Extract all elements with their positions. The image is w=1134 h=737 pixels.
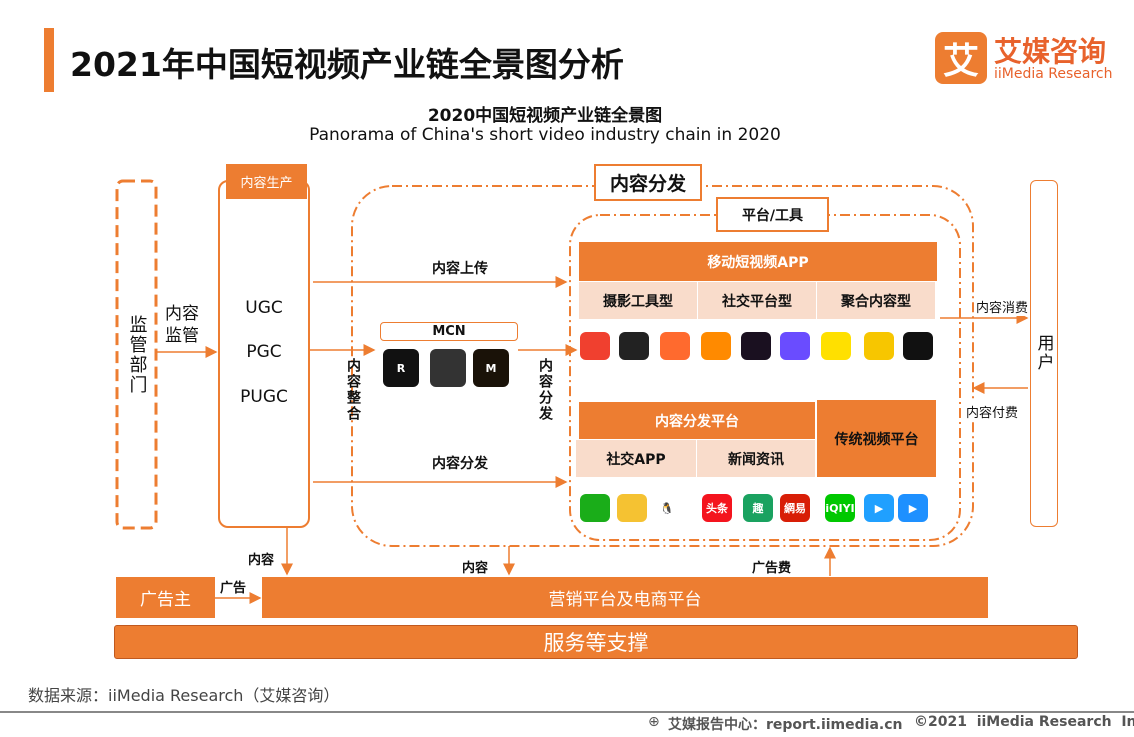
title-accent-bar (44, 28, 54, 92)
production-label: 内容生产 (226, 164, 307, 199)
mcn-label: MCN (380, 322, 518, 341)
logo-cn: 艾媒咨询 (994, 35, 1107, 68)
traditional-video-platform: 传统视频平台 (817, 400, 936, 477)
logo-en: iiMedia Research (994, 66, 1113, 82)
video-camera-app-icon (660, 332, 690, 360)
production-pgc: PGC (246, 342, 282, 362)
marketing-platform-box: 营销平台及电商平台 (262, 577, 988, 618)
watermelon-video-icon (903, 332, 933, 360)
logo-mark: 艾 (935, 32, 987, 84)
content-label-2: 内容 (462, 561, 489, 576)
mcn-r-logo-icon: R (383, 349, 419, 387)
consume-label: 内容消费 (976, 297, 1029, 316)
kuaishou-icon (701, 332, 731, 360)
footer-copyright: ©2021 iiMedia Research Inc (914, 714, 1134, 730)
page-title: 2021年中国短视频产业链全景图分析 (70, 45, 624, 84)
iqiyi-icon: iQIYI (825, 494, 855, 522)
globe-icon: ⊕ (648, 714, 660, 730)
ad-label: 广告 (220, 581, 247, 596)
pay-label: 内容付费 (966, 402, 1019, 421)
netease-news-icon: 網易 (780, 494, 810, 522)
regulate-label: 内容监管 (165, 304, 199, 346)
qutoutiao-icon: 趣 (743, 494, 773, 522)
pear-video-icon (821, 332, 851, 360)
wechat-icon (580, 494, 610, 522)
advertiser-box: 广告主 (116, 577, 215, 618)
mcn-distribute-label: 内容分发 (537, 358, 553, 422)
toutiao-icon: 头条 (702, 494, 732, 522)
source-text: 数据来源：iiMedia Research（艾媒咨询） (28, 686, 340, 705)
stripes-app-icon (619, 332, 649, 360)
footer-site[interactable]: 艾媒报告中心：report.iimedia.cn (668, 717, 903, 733)
diagram-title-cn: 2020中国短视频产业链全景图 (427, 106, 663, 126)
type-photo-tool: 摄影工具型 (579, 282, 697, 319)
mcn-m-logo-icon: M (473, 349, 509, 387)
support-box: 服务等支撑 (114, 625, 1078, 659)
production-ugc: UGC (245, 298, 283, 318)
user-label: 用户 (1033, 333, 1054, 372)
content-label-1: 内容 (248, 553, 275, 568)
camera-lens-icon (864, 332, 894, 360)
distribution-label: 内容分发 (594, 164, 702, 201)
youku-icon: ▶ (898, 494, 928, 522)
footer-divider (0, 711, 1134, 713)
regulator-label: 监管部门 (126, 314, 148, 395)
monkey-app-icon (580, 332, 610, 360)
ad-fee-label: 广告费 (752, 561, 792, 576)
mcn-figure-logo-icon (430, 349, 466, 387)
dist-type-social-app: 社交APP (576, 440, 696, 477)
dist-type-news: 新闻资讯 (697, 440, 815, 477)
platform-label: 平台/工具 (716, 197, 829, 232)
qq-icon: 🐧 (652, 494, 682, 522)
type-social: 社交平台型 (698, 282, 816, 319)
mobile-app-header: 移动短视频APP (579, 242, 937, 281)
play-gradient-icon (780, 332, 810, 360)
upload-label: 内容上传 (432, 261, 488, 277)
tencent-video-icon: ▶ (864, 494, 894, 522)
diagram-title-en: Panorama of China's short video industry… (309, 125, 781, 145)
integrate-label: 内容整合 (345, 358, 361, 422)
user-box (1030, 180, 1058, 527)
type-aggregate: 聚合内容型 (817, 282, 935, 319)
distribute-label: 内容分发 (432, 456, 488, 472)
douyin-b-icon (741, 332, 771, 360)
weibo-icon (617, 494, 647, 522)
dist-platform-header: 内容分发平台 (579, 402, 815, 439)
production-pugc: PUGC (240, 387, 288, 407)
